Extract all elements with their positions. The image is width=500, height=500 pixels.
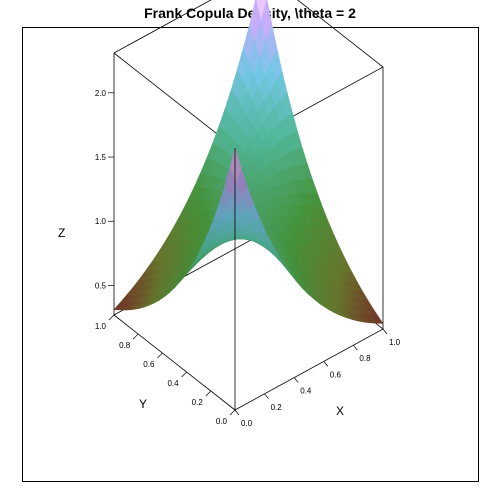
x-tick-mark xyxy=(323,361,329,367)
y-tick-mark xyxy=(181,371,187,378)
x-tick-label: 0.6 xyxy=(330,370,342,379)
x-tick-label: 0.8 xyxy=(359,354,371,363)
x-tick-label: 1.0 xyxy=(389,338,401,347)
box-front-edges xyxy=(113,53,384,411)
y-tick-label: 0.2 xyxy=(192,398,204,407)
box-edge xyxy=(113,52,236,149)
box-edge xyxy=(234,328,384,411)
z-tick-label: 1.5 xyxy=(95,153,107,162)
box-edge xyxy=(113,314,236,411)
box-edge xyxy=(113,0,212,54)
x-tick-label: 0.0 xyxy=(241,419,253,428)
z-tick-label: 2.0 xyxy=(95,89,107,98)
y-tick-mark xyxy=(205,390,212,397)
z-tick-label: 1.0 xyxy=(95,217,107,226)
x-tick-mark xyxy=(234,409,240,416)
y-tick-label: 0.8 xyxy=(119,341,131,350)
y-axis-label: Y xyxy=(139,397,147,411)
surface-facet xyxy=(229,146,242,183)
axis-ticks: 0.0 0.2 0.4 0.6 0.8 1.0 0.0 0.2 0.4 0.6 0.8 1.0 0.5 1… xyxy=(95,89,401,428)
x-tick-mark xyxy=(264,393,269,400)
chart-title: Frank Copula Density, \theta = 2 xyxy=(144,5,356,21)
x-tick-mark xyxy=(382,328,388,335)
z-tick-label: 0.5 xyxy=(95,281,107,290)
x-tick-label: 0.2 xyxy=(271,403,283,412)
x-tick-mark xyxy=(353,344,358,351)
y-tick-label: 0.6 xyxy=(143,360,155,369)
x-tick-label: 0.4 xyxy=(300,387,312,396)
y-tick-label: 0.4 xyxy=(167,379,179,388)
x-tick-mark xyxy=(293,377,299,383)
y-tick-mark xyxy=(157,352,163,359)
y-tick-mark xyxy=(108,314,115,321)
y-tick-label: 1.0 xyxy=(95,322,107,331)
box-edge xyxy=(297,0,384,68)
surface-mesh xyxy=(113,0,384,324)
z-axis-label: Z xyxy=(58,226,65,240)
y-tick-label: 0.0 xyxy=(216,417,228,426)
y-tick-mark xyxy=(229,409,236,416)
x-axis-label: X xyxy=(336,404,344,418)
y-tick-mark xyxy=(132,333,139,340)
